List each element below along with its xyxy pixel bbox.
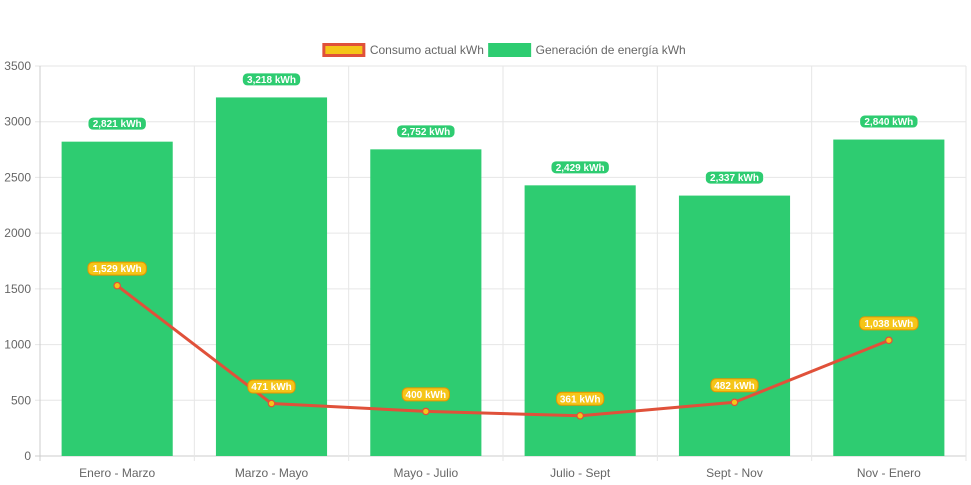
y-tick-label: 500 [11, 393, 31, 407]
legend-item-consumption[interactable]: Consumo actual kWh [322, 43, 484, 57]
generation-data-label-bg [704, 170, 765, 185]
legend-label: Generación de energía kWh [536, 43, 686, 57]
legend-swatch [322, 43, 366, 57]
y-tick-label: 2000 [4, 226, 31, 240]
generation-bar[interactable] [215, 97, 328, 457]
legend-item-generation[interactable]: Generación de energía kWh [488, 43, 686, 57]
consumption-data-label-bg [556, 391, 605, 406]
y-tick-label: 3500 [4, 59, 31, 73]
generation-data-label-bg [396, 124, 456, 139]
x-tick-label: Enero - Marzo [79, 466, 155, 480]
x-tick-label: Julio - Sept [550, 466, 611, 480]
consumption-data-label-text: 400 kWh [406, 390, 447, 401]
consumption-point[interactable] [113, 281, 121, 290]
y-tick-label: 1000 [4, 338, 31, 352]
consumption-data-label: 1,529 kWh [87, 261, 147, 276]
consumption-data-label: 400 kWh [401, 387, 450, 402]
generation-bar[interactable] [524, 185, 636, 456]
consumption-data-label-text: 471 kWh [251, 382, 292, 393]
x-tick-label: Sept - Nov [706, 466, 763, 480]
generation-data-label-bg [859, 114, 919, 129]
legend-label: Consumo actual kWh [370, 43, 484, 57]
generation-data-label: 3,218 kWh [241, 72, 302, 87]
generation-data-label: 2,337 kWh [704, 170, 765, 185]
generation-data-label-text: 2,840 kWh [864, 117, 913, 128]
x-tick-label: Marzo - Mayo [235, 466, 309, 480]
axis-layer: 0 500 1000 1500 2000 2500 3000 3500 Enero - Marz… [4, 59, 921, 480]
y-tick-label: 3000 [4, 115, 31, 129]
generation-data-label-text: 2,752 kWh [401, 127, 450, 138]
consumption-data-label-bg [401, 387, 450, 402]
generation-data-label: 2,840 kWh [859, 114, 919, 129]
x-tick-label: Mayo - Julio [393, 466, 458, 480]
consumption-data-label-text: 361 kWh [560, 394, 601, 405]
consumption-point[interactable] [422, 407, 430, 416]
generation-bar[interactable] [370, 149, 482, 456]
consumption-data-label: 471 kWh [247, 379, 296, 394]
consumption-data-label-bg [710, 378, 759, 393]
generation-data-label-text: 2,337 kWh [710, 173, 759, 184]
consumption-line [116, 284, 890, 418]
generation-data-label: 2,752 kWh [396, 124, 456, 139]
x-tick-label: Nov - Enero [857, 466, 921, 480]
y-tick-label: 2500 [4, 170, 31, 184]
y-tick-label: 1500 [4, 282, 31, 296]
consumption-data-label: 482 kWh [710, 378, 759, 393]
consumption-point[interactable] [576, 411, 584, 420]
generation-bar[interactable] [833, 139, 945, 457]
bars-layer [61, 97, 945, 457]
generation-data-label: 2,821 kWh [87, 116, 147, 131]
consumption-data-label-bg [247, 379, 296, 394]
consumption-data-label-text: 1,529 kWh [93, 264, 142, 275]
generation-data-label-bg [550, 160, 610, 175]
generation-data-label-bg [241, 72, 302, 87]
consumption-data-label: 361 kWh [556, 391, 605, 406]
generation-bar[interactable] [61, 141, 173, 456]
consumption-data-label-text: 482 kWh [714, 381, 755, 392]
data-labels-layer: 2,821 kWh 3,218 kWh 2,752 kWh 2,429 kWh 2,33… [87, 72, 919, 406]
consumption-data-label-bg [87, 261, 147, 276]
generation-data-label-bg [87, 116, 147, 131]
consumption-data-label-text: 1,038 kWh [864, 319, 913, 330]
generation-bar[interactable] [678, 195, 791, 456]
generation-data-label-text: 3,218 kWh [247, 75, 296, 86]
consumption-point[interactable] [267, 399, 276, 408]
consumption-point[interactable] [885, 336, 893, 345]
legend-swatch [488, 43, 532, 57]
legend: Consumo actual kWh Generación de energía … [322, 43, 686, 57]
consumption-data-label: 1,038 kWh [859, 316, 919, 331]
generation-data-label: 2,429 kWh [550, 160, 610, 175]
generation-data-label-text: 2,429 kWh [556, 163, 605, 174]
grid-layer [35, 65, 967, 461]
consumption-point[interactable] [730, 398, 739, 407]
generation-data-label-text: 2,821 kWh [93, 119, 142, 130]
line-layer [113, 281, 893, 420]
y-tick-label: 0 [24, 449, 31, 463]
consumption-data-label-bg [859, 316, 919, 331]
